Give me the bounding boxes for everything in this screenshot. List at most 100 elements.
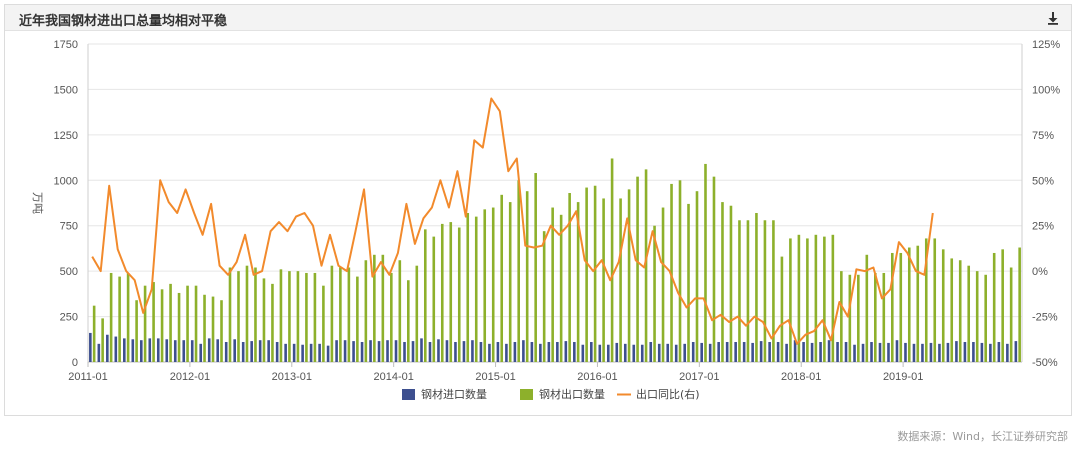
import-bar	[89, 332, 92, 362]
export-bar	[941, 249, 945, 362]
import-bar	[301, 344, 304, 362]
export-bar	[1001, 249, 1004, 362]
export-bar	[678, 180, 682, 362]
export-bar	[806, 238, 809, 362]
export-bar	[585, 187, 588, 362]
y-tick-label: 1750	[54, 39, 78, 51]
import-bar	[420, 338, 423, 362]
import-bar	[878, 342, 882, 362]
import-bar	[556, 342, 559, 362]
export-bar	[313, 272, 317, 362]
export-bar	[194, 285, 198, 362]
export-bar	[984, 274, 987, 362]
import-bar	[734, 342, 737, 362]
y2-tick-label: 0%	[1032, 266, 1048, 278]
export-bar	[797, 234, 801, 362]
export-bar	[186, 285, 189, 362]
import-bar	[530, 342, 534, 362]
export-bar	[356, 276, 359, 362]
import-bar	[946, 342, 950, 362]
export-bar	[474, 216, 478, 362]
y2-tick-label: 125%	[1032, 39, 1060, 51]
export-bar	[695, 191, 699, 362]
export-bar	[542, 231, 546, 362]
export-bar	[491, 207, 495, 362]
import-bar	[539, 343, 542, 362]
import-bar	[335, 340, 338, 362]
import-bar	[590, 342, 593, 362]
import-bar	[963, 342, 967, 362]
import-bar	[887, 342, 890, 362]
download-icon[interactable]	[1045, 10, 1061, 26]
export-bar	[330, 265, 334, 362]
export-bar	[203, 294, 206, 362]
export-bar	[644, 169, 648, 362]
import-bar	[802, 342, 805, 362]
export-bar	[440, 223, 444, 362]
export-bar	[924, 238, 928, 362]
x-tick-label: 2012-01	[170, 371, 210, 383]
import-bar	[488, 343, 491, 362]
export-bar	[687, 203, 690, 362]
export-bar	[160, 289, 164, 362]
import-bar	[921, 343, 924, 362]
y2-tick-label: 75%	[1032, 130, 1054, 142]
export-bar	[755, 212, 758, 362]
export-bar	[551, 207, 554, 362]
chart-title: 近年我国钢材进出口总量均相对平稳	[19, 14, 228, 29]
export-bar	[288, 271, 291, 362]
import-bar	[717, 342, 720, 362]
legend-label: 钢材出口数量	[539, 387, 605, 401]
export-bar	[279, 269, 283, 362]
export-bar	[576, 202, 580, 362]
export-bar	[228, 267, 232, 362]
export-bar	[1009, 267, 1013, 362]
import-bar	[972, 342, 975, 362]
export-bar	[670, 183, 673, 362]
export-bar	[559, 214, 563, 362]
import-bar	[1006, 343, 1009, 362]
export-bar	[423, 229, 427, 362]
import-bar	[505, 343, 508, 362]
import-bar	[445, 340, 449, 362]
import-bar	[241, 342, 245, 362]
export-bar	[118, 276, 121, 362]
import-bar	[352, 341, 355, 362]
import-bar	[411, 341, 415, 362]
legend-swatch	[520, 389, 533, 400]
export-bar	[237, 271, 240, 362]
import-bar	[131, 339, 135, 362]
export-bar	[890, 252, 894, 362]
export-bar	[322, 285, 325, 362]
x-tick-label: 2013-01	[272, 371, 312, 383]
yoy-line	[91, 97, 934, 345]
import-bar	[139, 340, 143, 362]
import-bar	[284, 343, 287, 362]
x-tick-label: 2011-01	[68, 371, 108, 383]
import-bar	[997, 342, 1001, 362]
import-bar	[989, 343, 992, 362]
import-bar	[454, 342, 457, 362]
export-bar	[305, 272, 308, 362]
import-bar	[173, 340, 177, 362]
export-bar	[729, 205, 733, 362]
import-bar	[394, 340, 398, 362]
export-bar	[415, 265, 419, 362]
export-bar	[398, 260, 402, 362]
export-bar	[610, 158, 614, 362]
export-bar	[627, 189, 631, 362]
export-bar	[407, 280, 410, 362]
export-bar	[109, 272, 113, 362]
export-bar	[975, 271, 979, 362]
export-bar	[789, 238, 792, 362]
x-tick-label: 2016-01	[577, 371, 617, 383]
import-bar	[776, 342, 780, 362]
export-bar	[347, 267, 351, 362]
y2-tick-label: 50%	[1032, 175, 1054, 187]
import-bar	[980, 342, 984, 362]
y-tick-label: 0	[72, 357, 78, 369]
import-bar	[836, 342, 839, 362]
import-bar	[895, 340, 899, 362]
import-bar	[708, 343, 712, 362]
x-tick-label: 2018-01	[781, 371, 821, 383]
